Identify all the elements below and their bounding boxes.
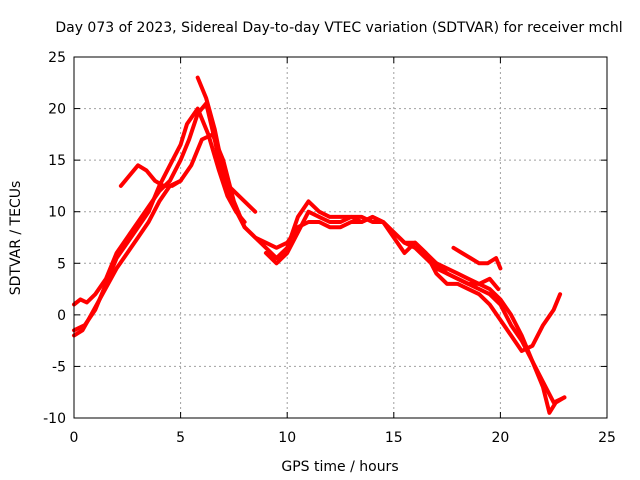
y-tick-label: 25 bbox=[48, 50, 66, 66]
x-tick-label: 5 bbox=[176, 430, 185, 446]
grid-lines bbox=[74, 57, 607, 418]
y-tick-label: 5 bbox=[57, 256, 66, 272]
data-series-group bbox=[72, 75, 567, 415]
series-line-track-f bbox=[118, 163, 183, 188]
x-axis-label: GPS time / hours bbox=[281, 459, 398, 475]
y-tick-label: 10 bbox=[48, 205, 66, 221]
axis-ticks: 0 5 10 15 20 25 -10 -5 0 5 10 15 20 25 bbox=[43, 50, 616, 446]
series-line-track-g bbox=[451, 245, 503, 271]
y-tick-label: 15 bbox=[48, 153, 66, 169]
y-tick-label: 0 bbox=[57, 308, 66, 324]
x-tick-label: 25 bbox=[598, 430, 616, 446]
x-tick-label: 10 bbox=[278, 430, 296, 446]
y-tick-label: 20 bbox=[48, 102, 66, 118]
x-tick-label: 0 bbox=[70, 430, 79, 446]
series-line-track-d bbox=[195, 75, 567, 415]
y-tick-label: -10 bbox=[43, 411, 66, 427]
plot-frame bbox=[73, 56, 608, 419]
series-line-track-c bbox=[72, 132, 567, 405]
y-axis-label: SDTVAR / TECUs bbox=[8, 181, 24, 296]
x-tick-label: 20 bbox=[491, 430, 509, 446]
chart-title: Day 073 of 2023, Sidereal Day-to-day VTE… bbox=[55, 20, 622, 36]
x-tick-label: 15 bbox=[385, 430, 403, 446]
y-tick-label: -5 bbox=[52, 359, 66, 375]
series-line-track-a bbox=[72, 101, 258, 307]
series-line-track-e bbox=[263, 209, 563, 353]
series-line-track-h bbox=[434, 261, 501, 292]
